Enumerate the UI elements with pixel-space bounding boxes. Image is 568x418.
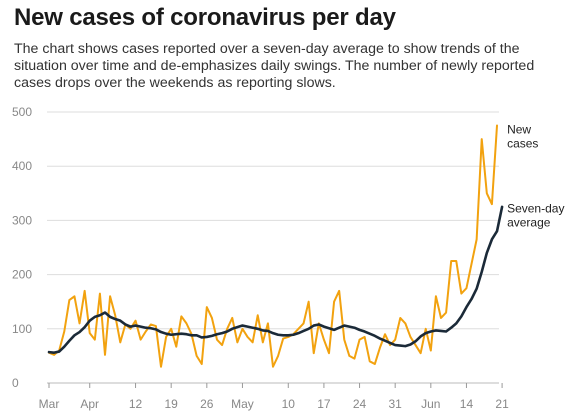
y-tick-label: 500 (12, 105, 32, 119)
x-axis-ticks: Mar Apr 12 19 26 May 10 17 24 31 Jun 14 21 (39, 383, 509, 411)
x-tick-label: 17 (317, 397, 331, 411)
y-axis-ticks: 0 100 200 300 400 500 (12, 105, 32, 390)
y-tick-label: 100 (12, 322, 32, 336)
chart-title: New cases of coronavirus per day (14, 4, 396, 31)
x-tick-label: 31 (389, 397, 403, 411)
x-tick-label: 10 (282, 397, 296, 411)
new-cases-label: New cases (507, 123, 538, 151)
seven-day-average-line (47, 205, 504, 354)
series-lines (47, 124, 504, 368)
x-tick-label: 12 (129, 397, 143, 411)
x-tick-label: May (231, 397, 254, 411)
x-tick-label: 14 (460, 397, 474, 411)
x-tick-label: Jun (421, 397, 440, 411)
seven-day-average-label: Seven-day average (507, 201, 564, 229)
x-tick-label: 21 (495, 397, 509, 411)
new-cases-line (48, 124, 498, 368)
x-tick-label: 19 (165, 397, 179, 411)
gridlines (47, 111, 499, 384)
x-tick-label: Apr (80, 397, 99, 411)
y-tick-label: 300 (12, 213, 32, 227)
x-tick-label: 26 (200, 397, 214, 411)
series-labels: New cases Seven-day average (507, 123, 564, 230)
y-tick-label: 0 (12, 376, 19, 390)
y-tick-label: 400 (12, 159, 32, 173)
x-tick-label: 24 (353, 397, 367, 411)
chart-subtitle: The chart shows cases reported over a se… (14, 41, 535, 91)
x-tick-label: Mar (39, 397, 60, 411)
y-tick-label: 200 (12, 268, 32, 282)
